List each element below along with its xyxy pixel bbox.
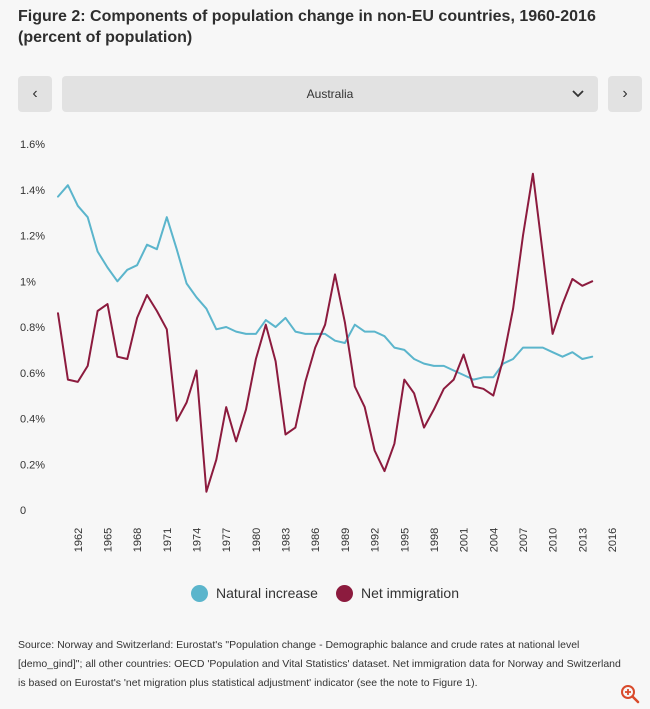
x-tick-label: 2004: [488, 528, 500, 552]
x-tick-label: 1983: [281, 528, 293, 552]
y-tick-label: 1.6%: [20, 139, 45, 151]
series-line-natural-increase: [57, 184, 594, 381]
x-tick-label: 2001: [459, 528, 471, 552]
legend-item-net-immigration[interactable]: Net immigration: [335, 584, 459, 602]
x-tick-label: 1992: [370, 528, 382, 552]
x-tick-label: 1986: [310, 528, 322, 552]
country-select-value: Australia: [306, 87, 354, 101]
zoom-in-icon[interactable]: [620, 684, 640, 704]
y-tick-label: 1%: [20, 276, 36, 288]
y-tick-label: 1.2%: [20, 231, 45, 243]
legend-marker-net-immigration: [335, 584, 353, 602]
legend-label-net-immigration: Net immigration: [360, 585, 459, 601]
x-tick-label: 1977: [221, 528, 233, 552]
legend-label-natural-increase: Natural increase: [216, 585, 318, 601]
previous-country-button[interactable]: ‹: [18, 76, 52, 112]
chevron-right-icon: ›: [622, 85, 628, 102]
source-note: Source: Norway and Switzerland: Eurostat…: [18, 639, 621, 689]
next-country-button[interactable]: ›: [608, 76, 642, 112]
legend: Natural increase Net immigration: [0, 583, 650, 603]
country-select[interactable]: Australia: [62, 76, 598, 112]
chevron-left-icon: ‹: [32, 85, 38, 102]
x-tick-label: 1995: [399, 528, 411, 552]
y-tick-label: 1.4%: [20, 185, 45, 197]
x-tick-label: 2013: [577, 528, 589, 552]
y-tick-label: 0: [20, 505, 26, 517]
x-tick-label: 2010: [548, 528, 560, 552]
line-chart: 0 0.2% 0.4% 0.6% 0.8% 1% 1.2% 1.4% 1.6% 1962 1965 1…: [20, 139, 619, 552]
legend-marker-natural-increase: [191, 584, 209, 602]
y-tick-label: 0.4%: [20, 414, 45, 426]
x-tick-label: 1962: [73, 528, 85, 552]
x-tick-label: 1980: [251, 528, 263, 552]
x-tick-label: 1974: [192, 528, 204, 552]
y-tick-label: 0.6%: [20, 368, 45, 380]
x-tick-label: 1965: [102, 528, 114, 552]
y-tick-label: 0.2%: [20, 459, 45, 471]
chevron-down-icon: [572, 76, 584, 112]
x-tick-label: 1989: [340, 528, 352, 552]
y-tick-label: 0.8%: [20, 322, 45, 334]
chart-title: Figure 2: Components of population chang…: [18, 8, 596, 46]
x-tick-label: 1998: [429, 528, 441, 552]
x-tick-label: 2007: [518, 528, 530, 552]
x-tick-label: 1971: [162, 528, 174, 552]
legend-item-natural-increase[interactable]: Natural increase: [191, 584, 318, 602]
x-tick-label: 2016: [607, 528, 619, 552]
x-tick-label: 1968: [132, 528, 144, 552]
series-line-net-immigration: [57, 172, 594, 493]
